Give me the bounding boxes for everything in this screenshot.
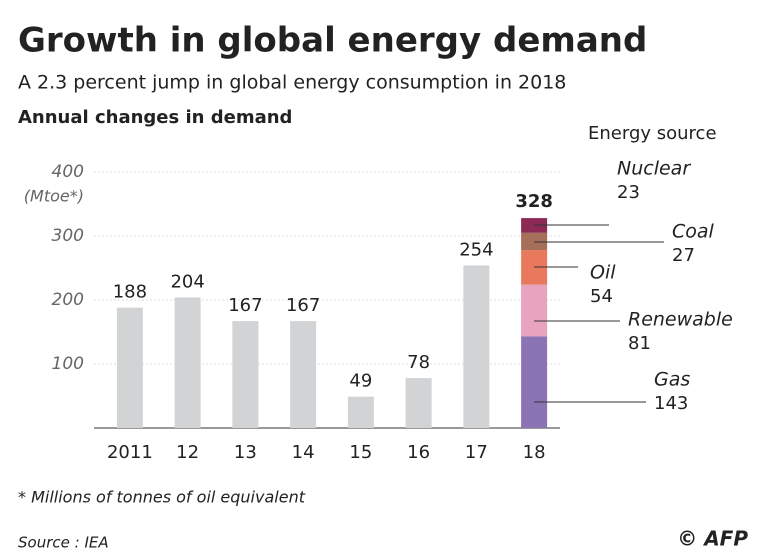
x-tick-label: 16 bbox=[407, 442, 430, 463]
credit: © AFP bbox=[677, 527, 748, 551]
bar-segment bbox=[521, 232, 548, 251]
bar bbox=[232, 321, 259, 428]
value-label: 167 bbox=[286, 295, 320, 316]
x-tick-label: 14 bbox=[292, 442, 315, 463]
value-label: 49 bbox=[349, 371, 372, 392]
x-tick-label: 17 bbox=[465, 442, 488, 463]
value-label: 204 bbox=[170, 271, 204, 292]
bar bbox=[405, 378, 432, 428]
legend-label: Oil bbox=[590, 262, 616, 284]
bar bbox=[174, 297, 201, 428]
legend-label: Coal bbox=[672, 221, 715, 243]
y-axis-label: (Mtoe*) bbox=[24, 187, 84, 206]
legend-label: Nuclear bbox=[617, 158, 691, 180]
legend-label: Renewable bbox=[628, 309, 733, 331]
bar bbox=[463, 265, 490, 428]
x-tick-label: 18 bbox=[523, 442, 546, 463]
bar-segment bbox=[521, 336, 548, 428]
total-label: 328 bbox=[515, 191, 553, 212]
bar bbox=[347, 396, 374, 428]
value-label: 188 bbox=[113, 282, 147, 303]
chart-title: Growth in global energy demand bbox=[18, 21, 647, 61]
section-label: Annual changes in demand bbox=[18, 107, 292, 128]
y-tick-label: 100 bbox=[52, 354, 84, 374]
y-tick-label: 400 bbox=[52, 162, 84, 182]
x-tick-label: 13 bbox=[234, 442, 257, 463]
legend-label: Gas bbox=[654, 369, 690, 391]
subtitle: A 2.3 percent jump in global energy cons… bbox=[18, 72, 566, 94]
value-label: 54 bbox=[590, 286, 613, 307]
y-tick-label: 200 bbox=[52, 290, 84, 310]
legend-title: Energy source bbox=[588, 123, 717, 144]
x-tick-label: 2011 bbox=[107, 442, 153, 463]
value-label: 254 bbox=[459, 239, 493, 260]
footnote: * Millions of tonnes of oil equivalent bbox=[18, 488, 306, 507]
bar bbox=[290, 321, 317, 428]
source: Source : IEA bbox=[18, 534, 109, 552]
value-label: 23 bbox=[617, 182, 640, 203]
value-label: 143 bbox=[654, 393, 688, 414]
value-label: 78 bbox=[407, 352, 430, 373]
x-tick-label: 12 bbox=[176, 442, 199, 463]
value-label: 81 bbox=[628, 333, 651, 354]
value-label: 167 bbox=[228, 295, 262, 316]
y-tick-label: 300 bbox=[52, 226, 84, 246]
value-label: 27 bbox=[672, 245, 695, 266]
bar bbox=[116, 307, 143, 428]
bar-segment bbox=[521, 284, 548, 337]
x-tick-label: 15 bbox=[349, 442, 372, 463]
